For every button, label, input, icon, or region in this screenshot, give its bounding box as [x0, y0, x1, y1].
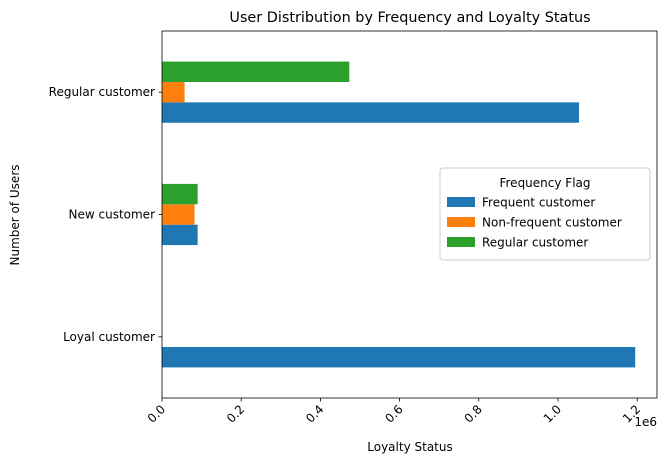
bar-frequent-customer-new-customer: [162, 224, 198, 246]
bar-non-frequent-customer-new-customer: [162, 204, 195, 225]
x-tick-label: 1.0: [541, 402, 564, 425]
bar-regular-customer-regular-customer: [162, 61, 350, 82]
x-tick-label: 0.0: [145, 402, 168, 425]
bar-non-frequent-customer-regular-customer: [162, 81, 185, 103]
bar-frequent-customer-loyal-customer: [162, 347, 636, 368]
x-tick-label: 0.2: [224, 402, 247, 425]
y-tick-label: Regular customer: [49, 85, 155, 99]
legend-entry-label: Non-frequent customer: [482, 216, 622, 230]
legend-entry-label: Frequent customer: [482, 196, 595, 210]
y-axis-label: Number of Users: [8, 164, 22, 265]
legend-swatch: [447, 217, 475, 227]
bars-layer: [162, 61, 636, 368]
legend-box: [439, 167, 651, 261]
x-tick-label: 0.8: [462, 402, 485, 425]
legend-swatch: [447, 237, 475, 247]
x-axis-label: Loyalty Status: [367, 440, 452, 454]
legend: Frequency Flag Frequent customer Non-frequ…: [439, 167, 651, 261]
x-axis-offset-text: 1e6: [634, 415, 657, 429]
legend-title: Frequency Flag: [499, 176, 590, 190]
chart-title: User Distribution by Frequency and Loyal…: [229, 10, 590, 26]
x-tick-label: 0.6: [382, 402, 405, 425]
y-tick-label: New customer: [69, 208, 156, 222]
y-tick-label: Loyal customer: [63, 330, 155, 344]
legend-entry-label: Regular customer: [482, 236, 588, 250]
legend-swatch: [447, 197, 475, 207]
bar-frequent-customer-regular-customer: [162, 102, 579, 123]
x-tick-label: 0.4: [303, 402, 326, 425]
bar-regular-customer-new-customer: [162, 183, 198, 205]
